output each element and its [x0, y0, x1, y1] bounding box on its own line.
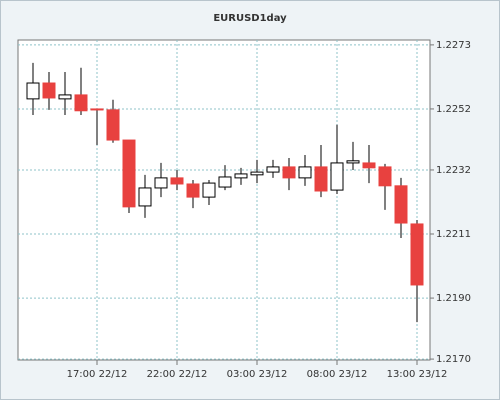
y-tick-label: 1.2211 — [436, 229, 471, 240]
y-tick-label: 1.2252 — [436, 104, 471, 115]
x-tick-label: 08:00 23/12 — [307, 369, 368, 380]
candle-body — [250, 171, 264, 176]
y-tick-label: 1.2232 — [436, 165, 471, 176]
candle-body — [234, 173, 248, 179]
candle-body — [42, 82, 56, 99]
candle-body — [170, 177, 184, 185]
candle-body — [202, 182, 216, 198]
candle-body — [122, 139, 136, 208]
x-tick-label: 22:00 22/12 — [147, 369, 208, 380]
x-tick-label: 03:00 23/12 — [227, 369, 288, 380]
chart-title: EURUSD1day — [213, 13, 287, 24]
y-tick-label: 1.2190 — [436, 293, 471, 304]
x-tick-label: 13:00 23/12 — [387, 369, 448, 380]
candle-body — [90, 108, 104, 111]
candle-body — [218, 176, 232, 188]
candle-body — [314, 166, 328, 192]
y-tick-label: 1.2273 — [436, 40, 471, 51]
candle-body — [26, 82, 40, 100]
candle-body — [138, 187, 152, 207]
x-tick-label: 17:00 22/12 — [67, 369, 128, 380]
candle-body — [378, 166, 392, 187]
candle-body — [74, 94, 88, 112]
candle-body — [362, 162, 376, 169]
candle-body — [346, 160, 360, 164]
candle-body — [298, 166, 312, 179]
candle-body — [394, 185, 408, 224]
candle-body — [154, 177, 168, 189]
candle-body — [410, 223, 424, 286]
candle-body — [58, 94, 72, 100]
candle-body — [282, 166, 296, 179]
candle-body — [186, 183, 200, 198]
candle-body — [266, 166, 280, 173]
candle-body — [106, 109, 120, 141]
plot-area — [17, 39, 431, 361]
y-tick-label: 1.2170 — [436, 354, 471, 365]
candle-body — [330, 162, 344, 191]
